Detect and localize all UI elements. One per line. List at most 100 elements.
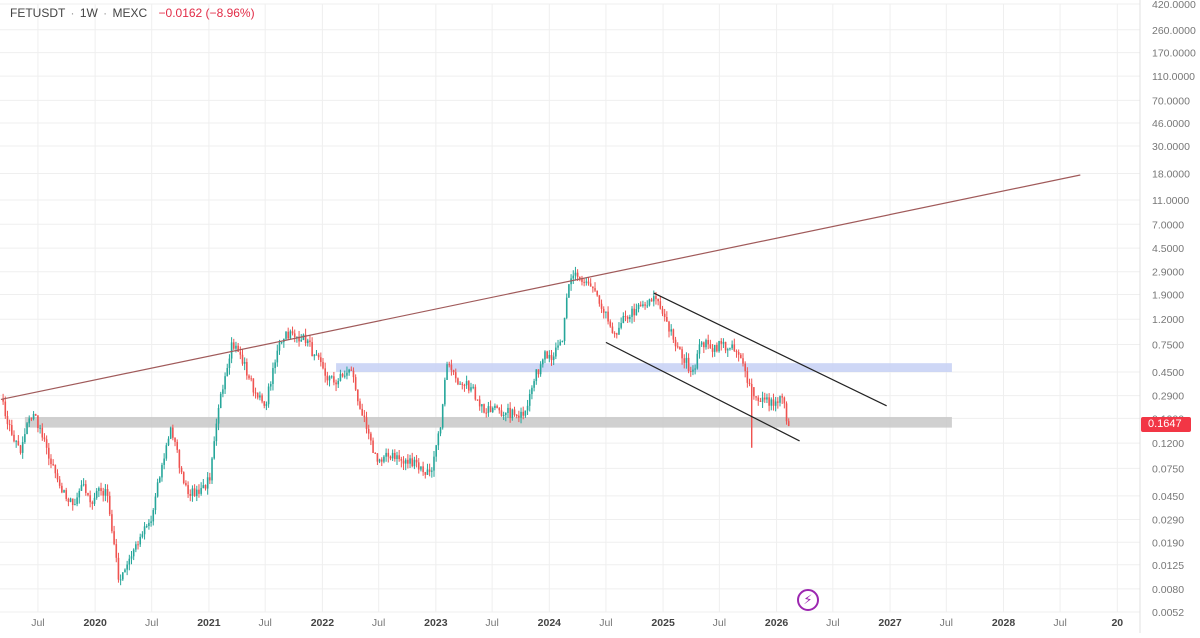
candle-body — [402, 460, 405, 464]
candle-body — [624, 316, 627, 318]
candle-body — [639, 304, 642, 306]
candle-body — [785, 403, 788, 422]
candle-body — [705, 340, 707, 348]
time-tick-label: 2022 — [311, 617, 335, 629]
candle-body — [642, 304, 644, 306]
candle-body — [317, 354, 320, 358]
candle-body — [185, 483, 187, 486]
candle-body — [544, 351, 546, 360]
candle-body — [50, 458, 52, 465]
candle-body — [787, 421, 790, 426]
candle-body — [602, 308, 605, 313]
candle-body — [174, 437, 176, 442]
candle-body — [98, 488, 100, 491]
candle-body — [237, 345, 239, 352]
candle-body — [76, 497, 78, 505]
candle-body — [180, 467, 183, 473]
candle-body — [302, 334, 305, 340]
candle-body — [63, 490, 65, 493]
candle-body — [361, 408, 363, 416]
candle-body — [285, 331, 287, 339]
candle-body — [783, 397, 786, 404]
candle-body — [468, 381, 470, 391]
candle-body — [128, 558, 131, 565]
candle-body — [718, 340, 720, 352]
candle-body — [420, 466, 422, 470]
time-tick-label: Jul — [713, 617, 726, 629]
candle-body — [272, 368, 274, 384]
time-tick-label: Jul — [599, 617, 612, 629]
candle-body — [759, 400, 762, 402]
candle-body — [165, 445, 168, 459]
candle-body — [28, 418, 31, 424]
candle-body — [330, 376, 333, 378]
candle-body — [348, 369, 350, 373]
candle-body — [291, 331, 294, 334]
time-tick-label: 2028 — [992, 617, 1016, 629]
candle-body — [585, 281, 588, 283]
candle-body — [539, 364, 542, 375]
candle-body — [346, 372, 348, 376]
candle-body — [398, 455, 400, 460]
candle-body — [452, 370, 455, 373]
resistance-zone-blue — [336, 363, 952, 372]
candle-body — [491, 407, 494, 412]
symbol-name[interactable]: FETUSDT — [10, 6, 66, 20]
candle-body — [620, 323, 622, 328]
candle-body — [152, 510, 155, 522]
candle-body — [378, 459, 381, 462]
candle-body — [267, 386, 270, 405]
candle-body — [781, 396, 783, 398]
candle-body — [518, 415, 520, 418]
lightning-icon[interactable]: ⚡ — [797, 589, 819, 611]
candle-body — [740, 354, 742, 359]
candle-body — [541, 359, 544, 365]
time-tick-label: Jul — [31, 617, 44, 629]
price-tick-label: 0.0290 — [1152, 515, 1184, 527]
candle-body — [509, 407, 511, 419]
candle-body — [426, 469, 429, 475]
candle-body — [779, 396, 781, 403]
candle-body — [507, 407, 509, 413]
candle-body — [298, 336, 300, 342]
candle-body — [674, 339, 677, 347]
candle-body — [30, 418, 33, 420]
candle-body — [172, 427, 174, 438]
header-separator: · — [70, 6, 75, 20]
price-tick-label: 46.0000 — [1152, 118, 1190, 130]
candle-body — [209, 477, 211, 481]
candle-body — [459, 383, 461, 385]
candle-body — [772, 399, 775, 406]
candle-body — [250, 378, 252, 380]
price-axis[interactable]: 420.0000 260.0000 170.0000 110.0000 70.0000 4… — [1139, 0, 1196, 633]
candle-body — [439, 427, 442, 434]
candle-body — [141, 534, 144, 537]
candle-body — [198, 489, 200, 494]
candle-body — [87, 492, 89, 496]
candle-body — [106, 489, 109, 496]
candle-body — [269, 383, 272, 387]
candle-body — [11, 425, 13, 435]
candle-body — [396, 455, 398, 460]
candle-body — [615, 333, 618, 335]
candle-body — [735, 350, 738, 353]
candle-body — [737, 352, 740, 355]
price-tick-label: 7.0000 — [1152, 219, 1184, 231]
time-axis[interactable]: Jul 2020 Jul 2021 Jul 2022 Jul 2023 Jul 2024 Jul 20… — [31, 617, 1123, 629]
candle-body — [713, 344, 716, 352]
candle-body — [652, 296, 655, 302]
symbol-header[interactable]: FETUSDT · 1W · MEXC −0.0162 (−8.96%) — [10, 6, 255, 20]
candle-body — [435, 445, 437, 457]
candle-body — [511, 409, 514, 419]
interval-label[interactable]: 1W — [79, 6, 98, 20]
candle-body — [655, 296, 657, 299]
candle-body — [648, 299, 651, 306]
candle-body — [444, 379, 446, 405]
candle-body — [663, 313, 666, 318]
candle-body — [463, 384, 466, 386]
candle-body — [328, 376, 331, 381]
candle-body — [394, 452, 396, 460]
candle-body — [524, 410, 527, 416]
